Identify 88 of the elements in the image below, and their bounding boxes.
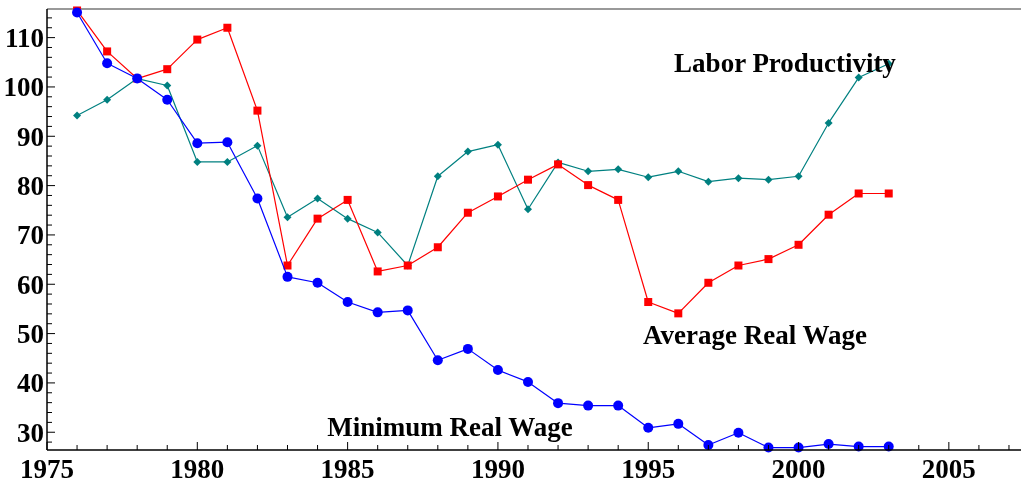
point xyxy=(282,271,293,282)
series-label: Average Real Wage xyxy=(643,320,867,350)
point xyxy=(493,140,502,149)
point xyxy=(223,23,232,32)
point xyxy=(192,138,203,149)
point xyxy=(704,278,713,287)
point xyxy=(343,195,352,204)
series-label: Minimum Real Wage xyxy=(327,412,573,442)
point xyxy=(102,58,113,69)
y-tick-label: 100 xyxy=(3,72,44,103)
point xyxy=(493,192,502,201)
point xyxy=(103,47,112,56)
point xyxy=(372,307,383,318)
point xyxy=(823,439,834,450)
point xyxy=(704,177,713,186)
point xyxy=(522,376,533,387)
point xyxy=(433,172,442,181)
point xyxy=(854,189,863,198)
point xyxy=(734,174,743,183)
x-tick-label: 1990 xyxy=(470,454,525,484)
point xyxy=(402,305,413,316)
point xyxy=(703,440,714,451)
point xyxy=(313,214,322,223)
point xyxy=(432,355,443,366)
point xyxy=(73,111,82,120)
point xyxy=(614,165,623,174)
point xyxy=(373,228,382,237)
point xyxy=(193,157,202,166)
point xyxy=(343,214,352,223)
point xyxy=(492,365,503,376)
point xyxy=(433,243,442,252)
point xyxy=(163,81,172,90)
point xyxy=(523,175,532,184)
point xyxy=(252,193,263,204)
point xyxy=(794,240,803,249)
point xyxy=(643,422,654,433)
point xyxy=(463,208,472,217)
point xyxy=(312,277,323,288)
point xyxy=(462,343,473,354)
point xyxy=(614,195,623,204)
point xyxy=(734,261,743,270)
point xyxy=(884,189,893,198)
point xyxy=(523,205,532,214)
point xyxy=(764,175,773,184)
point xyxy=(824,210,833,219)
point xyxy=(313,194,322,203)
point xyxy=(674,167,683,176)
series-label: Labor Productivity xyxy=(674,48,897,78)
point xyxy=(283,261,292,270)
point xyxy=(583,400,594,411)
point xyxy=(253,106,262,115)
point xyxy=(342,297,353,308)
y-tick-label: 40 xyxy=(17,368,44,399)
point xyxy=(644,298,653,307)
x-tick-label: 1995 xyxy=(621,454,676,484)
point xyxy=(283,213,292,222)
point xyxy=(463,147,472,156)
point xyxy=(733,427,744,438)
x-tick-label: 2005 xyxy=(921,454,976,484)
point xyxy=(253,141,262,150)
y-tick-label: 60 xyxy=(17,269,44,300)
point xyxy=(223,157,232,166)
point xyxy=(644,173,653,182)
point xyxy=(673,418,684,429)
point xyxy=(674,309,683,318)
y-tick-label: 50 xyxy=(17,319,44,350)
point xyxy=(103,95,112,104)
x-tick-label: 1975 xyxy=(20,454,74,484)
y-tick-label: 70 xyxy=(17,220,44,251)
y-tick-label: 110 xyxy=(4,23,44,54)
point xyxy=(553,398,564,409)
y-tick-label: 90 xyxy=(17,121,44,152)
point xyxy=(193,35,202,44)
point xyxy=(584,181,593,190)
x-tick-label: 2000 xyxy=(771,454,826,484)
x-tick-label: 1980 xyxy=(170,454,225,484)
point xyxy=(824,118,833,127)
y-tick-label: 80 xyxy=(17,171,44,202)
point xyxy=(764,255,773,264)
point xyxy=(222,137,233,148)
point xyxy=(584,167,593,176)
point xyxy=(794,172,803,181)
point xyxy=(163,65,172,74)
point xyxy=(613,400,624,411)
y-tick-label: 30 xyxy=(17,417,44,448)
point xyxy=(373,267,382,276)
x-tick-label: 1985 xyxy=(320,454,375,484)
point xyxy=(162,94,173,105)
